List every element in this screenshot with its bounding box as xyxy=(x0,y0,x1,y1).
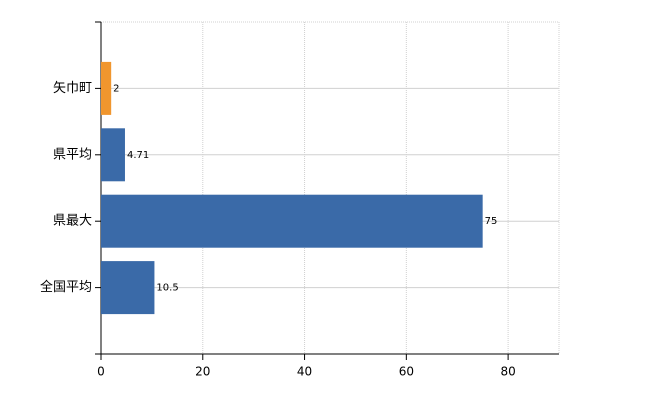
x-tick-label: 60 xyxy=(399,365,414,379)
x-tick-label: 0 xyxy=(97,365,105,379)
bar xyxy=(101,61,112,115)
data-label: 4.71 xyxy=(127,150,149,161)
bar xyxy=(101,261,155,315)
bar xyxy=(101,128,125,182)
data-label: 75 xyxy=(485,216,498,227)
y-tick-label: 県平均 xyxy=(53,147,92,162)
bar xyxy=(101,194,483,248)
y-tick-label: 県最大 xyxy=(53,214,92,229)
data-label: 10.5 xyxy=(156,283,178,294)
x-tick-label: 80 xyxy=(500,365,515,379)
data-label: 2 xyxy=(113,83,119,94)
x-tick-label: 40 xyxy=(297,365,312,379)
x-tick-label: 20 xyxy=(195,365,210,379)
y-tick-label: 全国平均 xyxy=(40,279,92,295)
y-tick-label: 矢巾町 xyxy=(53,81,92,96)
